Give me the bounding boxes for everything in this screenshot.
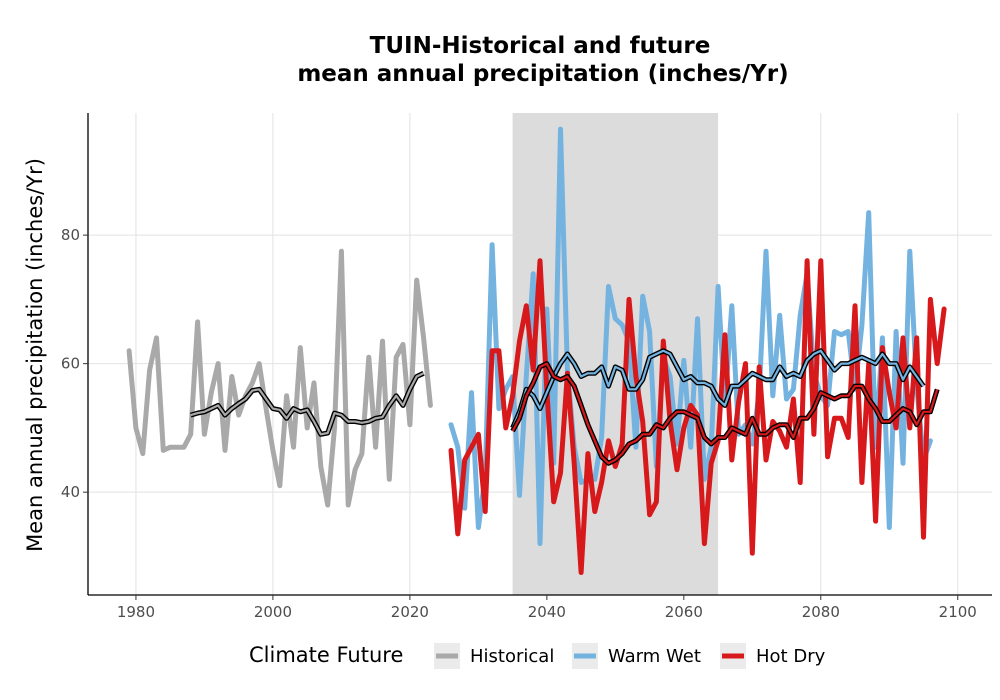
x-tick-label-2020: 2020: [391, 603, 429, 621]
x-tick-label-2080: 2080: [802, 603, 840, 621]
legend-title: Climate Future: [249, 643, 403, 667]
legend: Climate Future Historical Warm Wet Hot Dry: [249, 643, 826, 669]
y-axis-label: Mean annual precipitation (inches/Yr): [23, 158, 47, 552]
series-layer: [126, 126, 947, 575]
series-hot-dry-line: [448, 258, 947, 575]
y-tick-label-40: 40: [61, 483, 80, 501]
series-historical-line: [126, 248, 433, 508]
x-tick-label-2060: 2060: [665, 603, 703, 621]
legend-label-warm-wet: Warm Wet: [608, 646, 701, 667]
series-hot-dry-moving-average: [511, 362, 939, 465]
legend-label-historical: Historical: [470, 646, 554, 667]
y-tick-label-60: 60: [61, 355, 80, 373]
chart-title-line1: TUIN-Historical and future: [370, 33, 711, 59]
y-tick-label-80: 80: [61, 226, 80, 244]
axes: [87, 113, 992, 596]
x-tick-label-2100: 2100: [939, 603, 977, 621]
chart-title-line2: mean annual precipitation (inches/Yr): [297, 61, 788, 87]
x-tick-label-1980: 1980: [117, 603, 155, 621]
series-historical-moving-average: [190, 372, 425, 436]
legend-label-hot-dry: Hot Dry: [756, 646, 826, 667]
series-warm-wet-moving-average: [511, 349, 925, 429]
tick-labels: 1980 2000 2020 2040 2060 2080 2100 40 60 80: [61, 226, 977, 621]
x-tick-label-2040: 2040: [528, 603, 566, 621]
x-tick-label-2000: 2000: [254, 603, 292, 621]
